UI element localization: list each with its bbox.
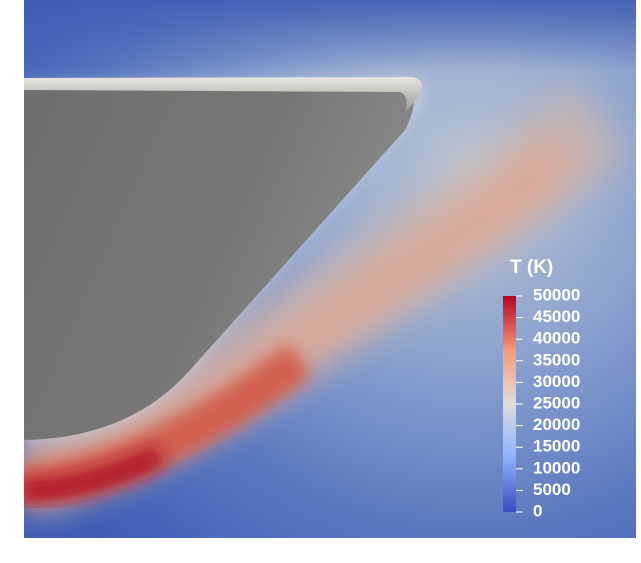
tick-label: 35000 bbox=[533, 350, 580, 369]
tick-label: 40000 bbox=[533, 329, 580, 348]
tick-label: 15000 bbox=[533, 437, 580, 456]
tick-label: 5000 bbox=[533, 480, 571, 499]
tick-label: 45000 bbox=[533, 307, 580, 326]
colorbar-ramp bbox=[503, 296, 516, 512]
tick-label: 10000 bbox=[533, 458, 580, 477]
colorbar-title: T (K) bbox=[510, 257, 553, 278]
tick-label: 25000 bbox=[533, 393, 580, 412]
tick-label: 50000 bbox=[533, 285, 580, 304]
tick-label: 30000 bbox=[533, 372, 580, 391]
visualization: T (K) 0 5000 10000 15000 20000 25000 30000 3500… bbox=[0, 0, 641, 563]
tick-label: 0 bbox=[533, 501, 542, 520]
tick-label: 20000 bbox=[533, 415, 580, 434]
colorbar: 0 5000 10000 15000 20000 25000 30000 35000 40000… bbox=[503, 285, 580, 520]
